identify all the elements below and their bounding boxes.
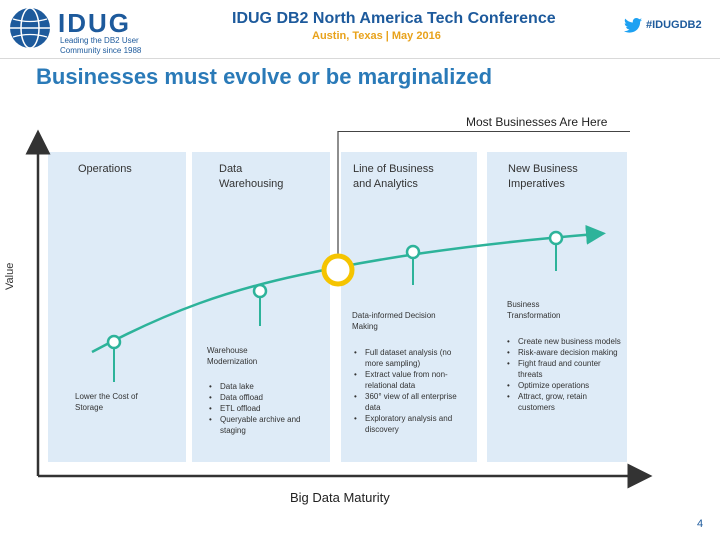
most-businesses-label: Most Businesses Are Here — [466, 115, 608, 129]
warehouse-bullet: Data offload — [207, 392, 325, 403]
milestone-pin-2 — [252, 283, 268, 326]
warehouse-bullet: Queryable archive and staging — [207, 414, 325, 436]
idug-logo-text: IDUG — [58, 8, 131, 38]
milestone-label-warehouse-modernization: Warehouse Modernization — [207, 346, 258, 366]
slide-title: Businesses must evolve or be marginalize… — [36, 64, 493, 89]
current-position-pin — [321, 253, 355, 287]
stage-label-line-of-business: Line of Business and Analytics — [353, 163, 434, 190]
header-divider — [0, 58, 720, 59]
milestone-label-lower-cost: Lower the Cost of Storage — [75, 392, 138, 412]
milestone-label-data-informed: Data-informed Decision Making — [352, 311, 436, 331]
stage-label-data-warehousing: Data Warehousing — [219, 163, 284, 190]
lob-bullet: 360° view of all enterprise data — [352, 391, 470, 413]
x-axis-label: Big Data Maturity — [290, 490, 390, 505]
y-axis-label: Value — [4, 262, 16, 290]
most-businesses-bracket-line — [338, 131, 630, 132]
warehouse-bullet: ETL offload — [207, 403, 325, 414]
conference-title: IDUG DB2 North America Tech Conference — [232, 10, 556, 27]
lob-bullet: Full dataset analysis (no more sampling) — [352, 347, 470, 369]
lob-bullet-list: Full dataset analysis (no more sampling)… — [352, 347, 470, 435]
idug-globe-logo — [10, 7, 50, 49]
lob-bullet: Exploratory analysis and discovery — [352, 413, 470, 435]
new-business-bullet: Optimize operations — [505, 380, 623, 391]
new-business-bullet: Create new business models — [505, 336, 623, 347]
conference-hashtag: #IDUGDB2 — [646, 19, 702, 31]
milestone-label-business-transformation: Business Transformation — [507, 300, 561, 320]
lob-bullet: Extract value from non-relational data — [352, 369, 470, 391]
new-business-bullet-list: Create new business models Risk-aware de… — [505, 336, 623, 413]
milestone-pin-3 — [405, 244, 421, 285]
stage-box-operations — [48, 152, 186, 462]
stage-label-new-business: New Business Imperatives — [508, 163, 578, 190]
new-business-bullet: Risk-aware decision making — [505, 347, 623, 358]
warehouse-bullet: Data lake — [207, 381, 325, 392]
growth-curve — [91, 224, 606, 354]
twitter-bird-icon — [624, 18, 642, 33]
new-business-bullet: Attract, grow, retain customers — [505, 391, 623, 413]
new-business-bullet: Fight fraud and counter threats — [505, 358, 623, 380]
page-number: 4 — [697, 518, 704, 530]
idug-logo-tagline: Leading the DB2 User Community since 198… — [60, 36, 142, 55]
warehouse-bullet-list: Data lake Data offload ETL offload Query… — [207, 381, 325, 436]
stage-label-operations: Operations — [78, 163, 132, 175]
conference-subtitle: Austin, Texas | May 2016 — [312, 30, 441, 42]
milestone-pin-4 — [548, 230, 564, 271]
milestone-pin-1 — [106, 334, 122, 382]
